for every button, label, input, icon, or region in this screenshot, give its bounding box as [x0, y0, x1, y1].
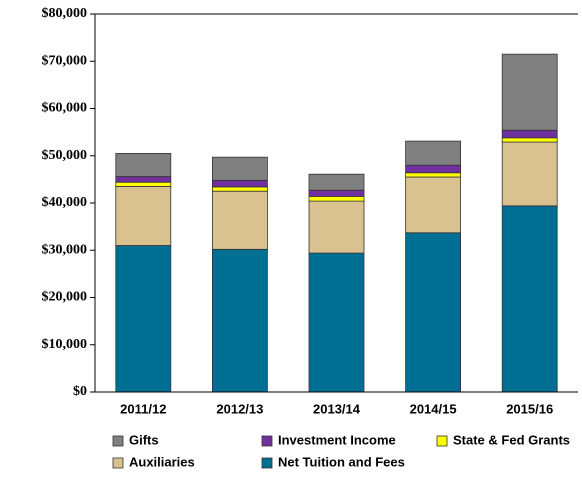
bar-segment	[211, 186, 268, 192]
bar-segment	[115, 176, 172, 183]
y-tick-label: $40,000	[42, 195, 88, 210]
legend-swatch	[261, 435, 273, 447]
legend-swatch	[436, 435, 448, 447]
bar-segment	[308, 173, 365, 191]
bar-segment	[211, 248, 268, 393]
bar-segment	[115, 186, 172, 246]
bar-segment	[501, 129, 558, 139]
bar-segment	[211, 156, 268, 181]
legend-swatch	[112, 435, 124, 447]
y-tick-label: $80,000	[42, 6, 88, 21]
bar-segment	[501, 205, 558, 393]
legend-label: Investment Income	[278, 432, 396, 447]
bar-segment	[308, 252, 365, 393]
bar-segment	[115, 152, 172, 177]
legend-label: Gifts	[129, 432, 159, 447]
y-tick-label: $30,000	[42, 242, 88, 257]
bar-segment	[405, 164, 462, 174]
bar-segment	[308, 200, 365, 254]
bar-segment	[308, 195, 365, 202]
bar-segment	[115, 181, 172, 187]
bar-segment	[211, 190, 268, 250]
bar-segment	[115, 245, 172, 393]
legend-label: Auxiliaries	[129, 454, 195, 469]
bar-segment	[405, 140, 462, 166]
y-tick-label: $60,000	[42, 101, 88, 116]
y-tick-label: $20,000	[42, 290, 88, 305]
x-tick-label: 2014/15	[410, 401, 457, 416]
y-tick-label: $10,000	[42, 337, 88, 352]
bar-segment	[405, 232, 462, 393]
x-tick-label: 2011/12	[120, 401, 166, 416]
bar-segment	[501, 137, 558, 143]
y-tick-label: $50,000	[42, 148, 88, 163]
x-tick-label: 2013/14	[313, 401, 361, 416]
bar-segment	[501, 53, 558, 131]
legend-label: State & Fed Grants	[453, 432, 570, 447]
bar-segment	[501, 141, 558, 207]
y-tick-label: $0	[73, 384, 87, 399]
bar-segment	[211, 179, 268, 188]
legend-label: Net Tuition and Fees	[278, 454, 405, 469]
x-tick-label: 2015/16	[506, 401, 553, 416]
legend-swatch	[112, 457, 124, 469]
x-tick-label: 2012/13	[216, 401, 263, 416]
bar-segment	[308, 189, 365, 197]
legend-swatch	[261, 457, 273, 469]
bar-segment	[405, 176, 462, 234]
bar-segment	[405, 172, 462, 178]
y-tick-label: $70,000	[42, 53, 88, 68]
